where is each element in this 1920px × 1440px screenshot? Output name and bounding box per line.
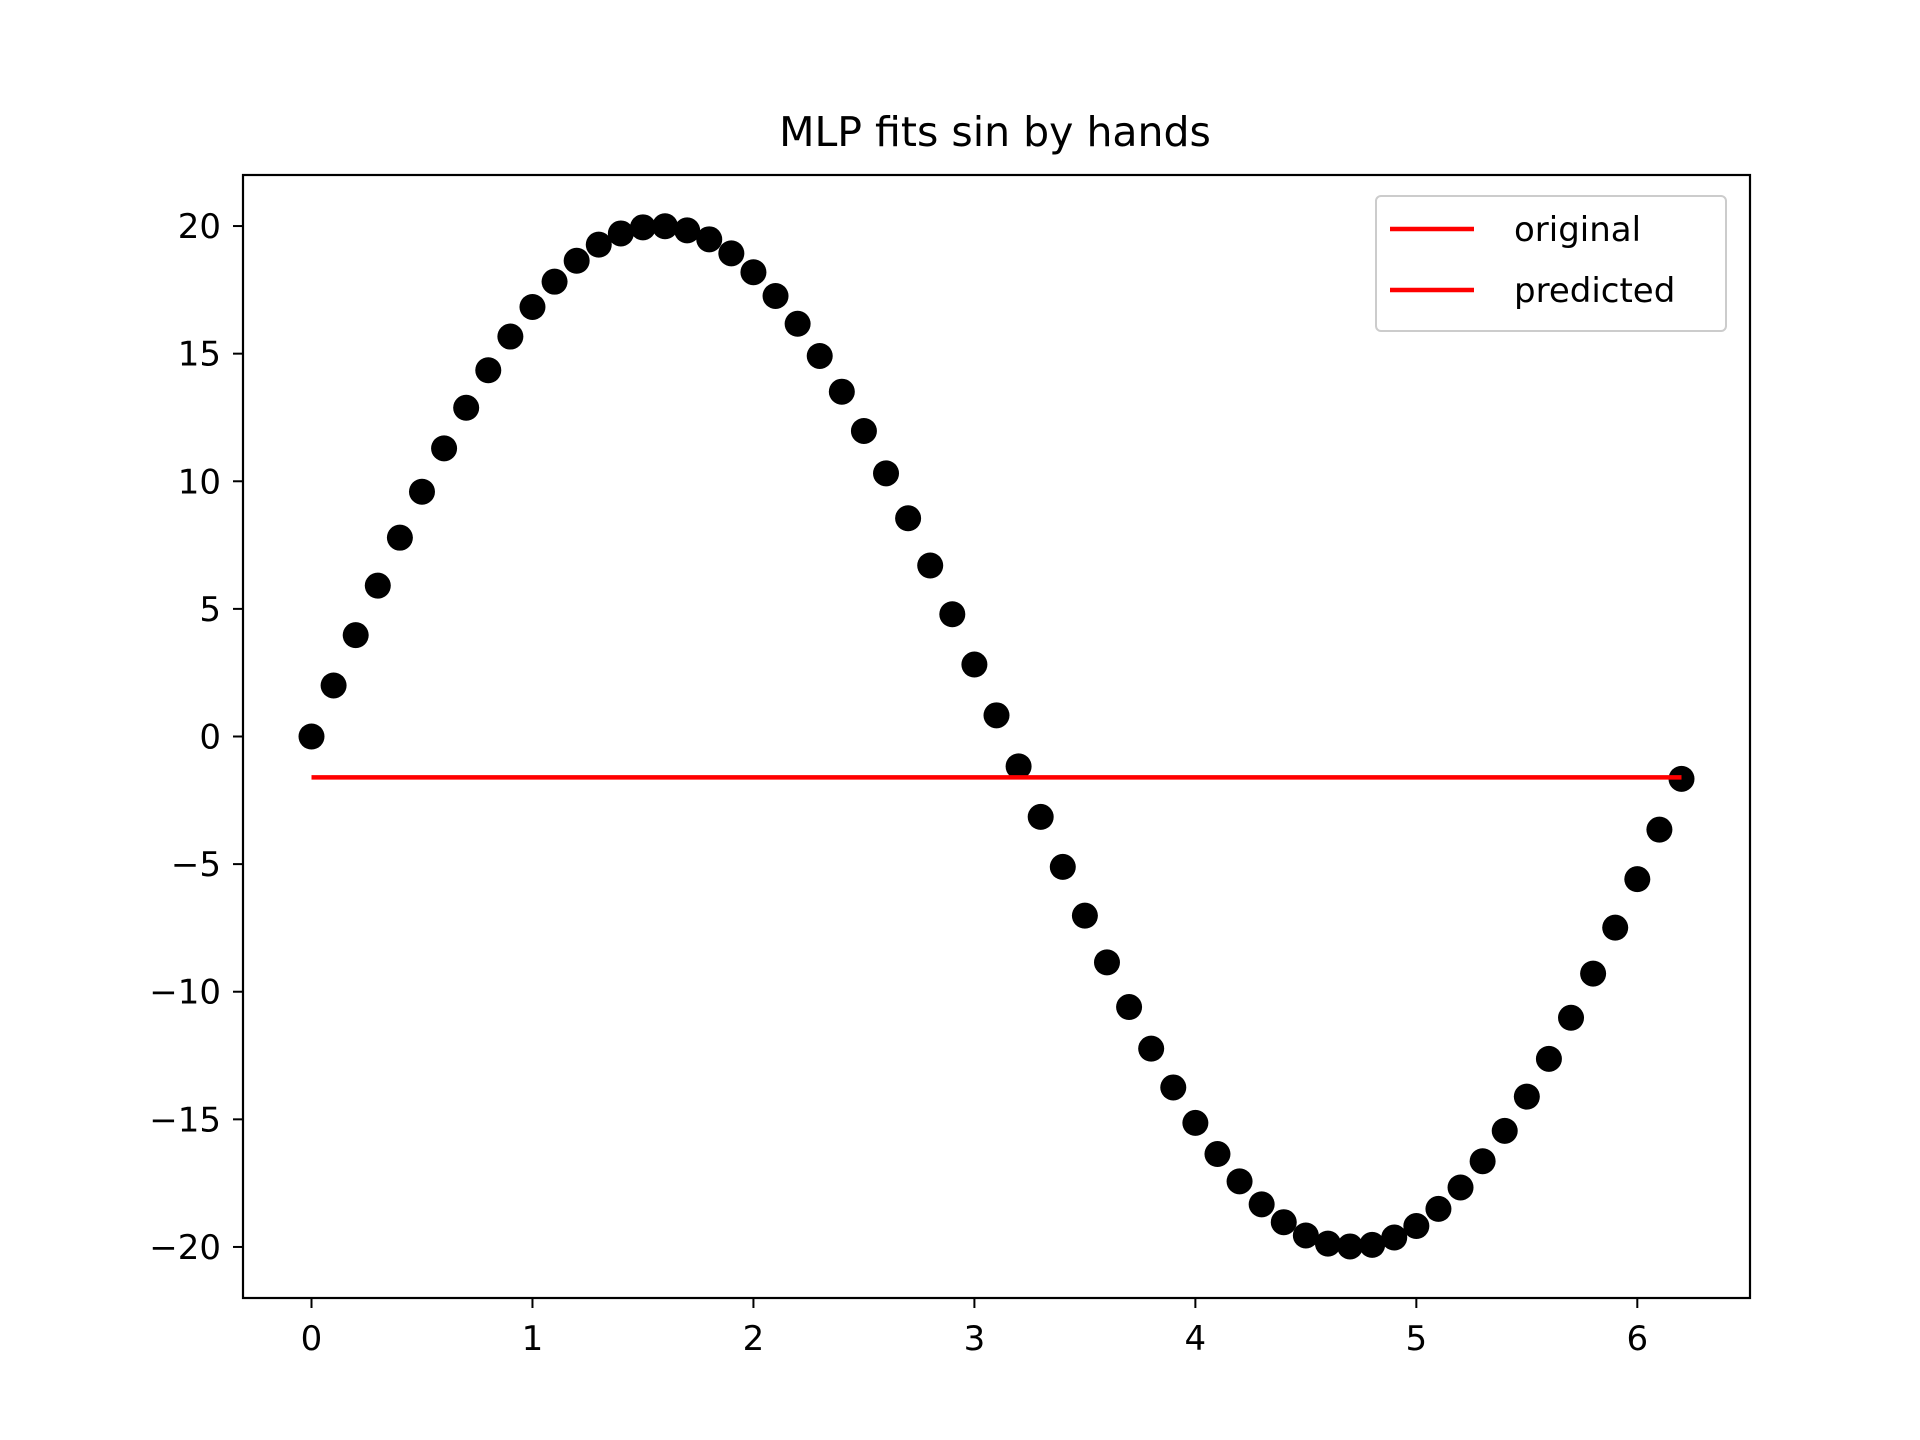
data-point: [1580, 960, 1607, 987]
x-tick-label: 2: [743, 1319, 765, 1359]
data-point: [806, 342, 833, 369]
data-point: [364, 572, 391, 599]
y-tick-label: −10: [149, 973, 221, 1013]
data-point: [873, 460, 900, 487]
plot-area: [298, 213, 1695, 1260]
data-point: [453, 394, 480, 421]
data-point: [961, 651, 988, 678]
data-point: [320, 672, 347, 699]
data-point: [475, 357, 502, 384]
data-point: [762, 282, 789, 309]
data-point: [1602, 914, 1629, 941]
data-point: [850, 417, 877, 444]
y-tick-label: 5: [199, 590, 221, 630]
y-tick-label: 15: [178, 335, 221, 375]
data-point: [1535, 1045, 1562, 1072]
data-point: [1248, 1191, 1275, 1218]
data-point: [607, 220, 634, 247]
data-point: [1005, 753, 1032, 780]
data-point: [1624, 866, 1651, 893]
data-point: [1646, 816, 1673, 843]
data-point: [917, 552, 944, 579]
data-point: [1292, 1222, 1319, 1249]
x-tick-label: 0: [301, 1319, 323, 1359]
data-point: [408, 478, 435, 505]
data-point: [939, 601, 966, 628]
data-point: [541, 268, 568, 295]
data-point: [983, 702, 1010, 729]
x-tick-label: 6: [1626, 1319, 1648, 1359]
data-point: [784, 310, 811, 337]
data-point: [629, 214, 656, 241]
y-tick-label: −20: [149, 1228, 221, 1268]
data-point: [519, 293, 546, 320]
data-point: [1027, 803, 1054, 830]
y-tick-label: 20: [178, 207, 221, 247]
data-point: [585, 231, 612, 258]
y-tick-label: 10: [178, 462, 221, 502]
data-point: [1469, 1148, 1496, 1175]
legend-label-original: original: [1514, 210, 1641, 250]
data-point: [1425, 1195, 1452, 1222]
x-tick-label: 5: [1406, 1319, 1428, 1359]
data-point: [895, 505, 922, 532]
data-point: [1359, 1231, 1386, 1258]
y-tick-label: −15: [149, 1100, 221, 1140]
data-point: [1160, 1074, 1187, 1101]
x-tick-label: 3: [964, 1319, 986, 1359]
data-point: [1513, 1083, 1540, 1110]
x-axis-ticks: 0 1 2 3 4 5 6: [301, 1298, 1648, 1359]
data-point: [497, 323, 524, 350]
data-point: [1071, 902, 1098, 929]
legend: original predicted: [1375, 195, 1727, 332]
data-point: [563, 247, 590, 274]
data-point: [1558, 1004, 1585, 1031]
series-original: [298, 213, 1695, 1260]
data-point: [652, 213, 679, 240]
data-point: [386, 524, 413, 551]
data-point: [1182, 1109, 1209, 1136]
data-point: [696, 226, 723, 253]
y-tick-label: −5: [171, 845, 221, 885]
x-tick-label: 4: [1185, 1319, 1207, 1359]
data-point: [1337, 1233, 1364, 1260]
data-point: [298, 723, 325, 750]
data-point: [1204, 1141, 1231, 1168]
data-point: [1138, 1035, 1165, 1062]
data-point: [431, 435, 458, 462]
data-point: [1447, 1174, 1474, 1201]
data-point: [1093, 949, 1120, 976]
data-point: [1116, 994, 1143, 1021]
y-tick-label: 0: [199, 718, 221, 758]
chart-title: MLP fits sin by hands: [779, 108, 1211, 156]
data-point: [1314, 1230, 1341, 1257]
data-point: [718, 240, 745, 267]
data-point: [1270, 1209, 1297, 1236]
data-point: [1049, 853, 1076, 880]
data-point: [674, 217, 701, 244]
y-axis-ticks: 20 15 10 5 0 −5 −10 −15 −20: [149, 207, 243, 1268]
data-point: [1491, 1117, 1518, 1144]
x-tick-label: 1: [522, 1319, 544, 1359]
data-point: [1226, 1168, 1253, 1195]
data-point: [342, 622, 369, 649]
data-point: [1403, 1213, 1430, 1240]
data-point: [828, 378, 855, 405]
legend-label-predicted: predicted: [1514, 271, 1675, 311]
data-point: [1381, 1224, 1408, 1251]
axes: 0 1 2 3 4 5 6 20 15 10 5 0 −5 −10 −15 −20: [149, 173, 1752, 1359]
data-point: [740, 259, 767, 286]
